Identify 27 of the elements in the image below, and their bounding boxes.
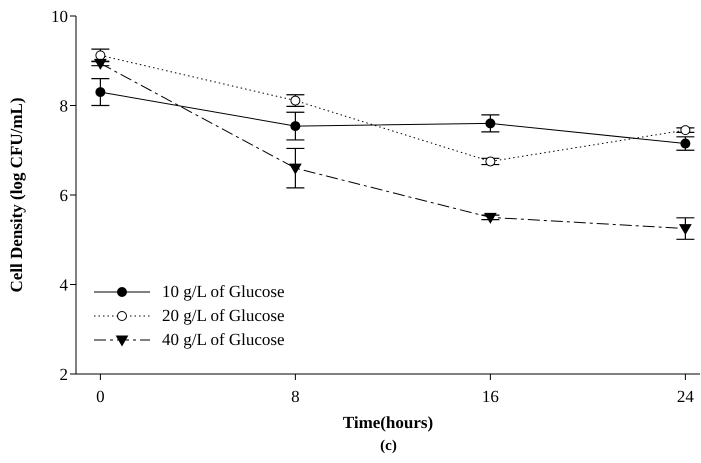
legend-label: 10 g/L of Glucose xyxy=(162,282,285,302)
point xyxy=(484,212,496,224)
point xyxy=(485,156,496,166)
point xyxy=(95,87,106,98)
x-tick-label: 24 xyxy=(676,387,694,406)
point xyxy=(290,121,300,132)
legend-label: 40 g/L of Glucose xyxy=(162,330,285,350)
x-tick-label: 0 xyxy=(96,387,105,406)
point xyxy=(485,118,496,128)
y-tick-label: 10 xyxy=(51,7,68,26)
point xyxy=(290,96,300,106)
point xyxy=(680,125,690,136)
text: (c) xyxy=(379,438,398,455)
y-tick-label: 8 xyxy=(60,96,68,116)
y-tick-label: 4 xyxy=(60,276,68,295)
point xyxy=(680,138,690,149)
legend-label: 20 g/L of Glucose xyxy=(162,306,285,326)
y-tick-label: 2 xyxy=(60,365,68,384)
y-axis-title: Cell Density (log CFU/mL) xyxy=(7,97,26,293)
point xyxy=(95,50,106,60)
point xyxy=(289,164,302,174)
point xyxy=(679,224,692,235)
x-axis-title: Time(hours) xyxy=(342,413,434,432)
x-tick-label: 16 xyxy=(482,387,499,406)
point xyxy=(94,58,106,70)
x-tick-label: 8 xyxy=(291,387,300,406)
y-tick-label: 6 xyxy=(60,186,68,206)
